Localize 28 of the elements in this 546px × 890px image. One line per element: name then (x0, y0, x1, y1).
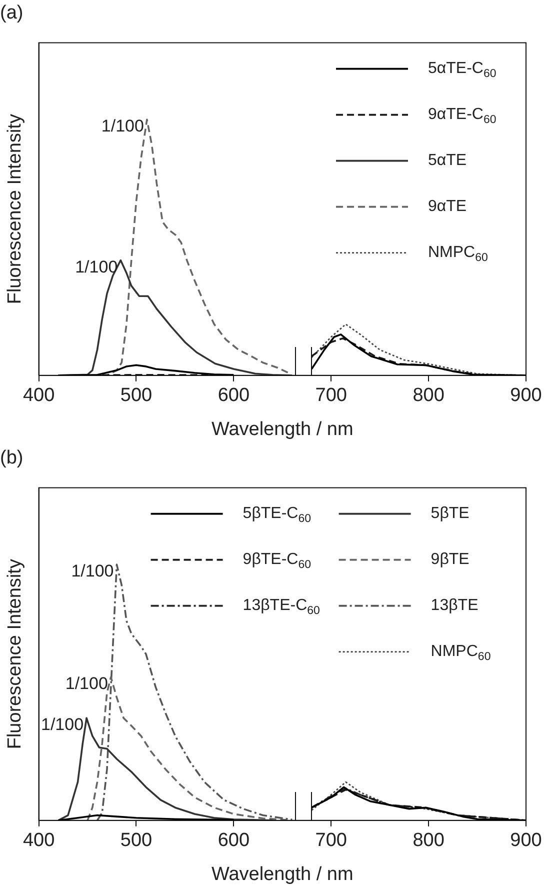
x-tick-label: 500 (120, 385, 152, 406)
x-tick-label: 400 (22, 830, 55, 852)
x-tick-label: 500 (120, 830, 152, 852)
legend-label: 5βTE (430, 505, 470, 522)
x-tick-label: 700 (315, 385, 347, 406)
x-tick-label: 800 (412, 830, 444, 852)
x-tick-label: 600 (218, 385, 250, 406)
x-tick-label: 400 (22, 385, 55, 406)
legend-label: 9αTE (428, 198, 467, 216)
legend-label: 9βTE (430, 551, 470, 568)
x-tick-label: 700 (315, 830, 347, 852)
chart-title: (a) (0, 2, 24, 24)
x-tick-label: 800 (412, 385, 444, 406)
x-tick-label: 900 (510, 830, 542, 852)
y-axis-title: Fluorescence Intensity (4, 114, 26, 304)
annotation: 1/100 (65, 674, 108, 694)
x-axis-title: Wavelength / nm (211, 418, 354, 440)
annotation: 1/100 (71, 562, 114, 581)
annotation: 1/100 (41, 715, 84, 734)
annotation: 1/100 (101, 116, 144, 136)
x-tick-label: 900 (510, 385, 542, 406)
legend-label: 5αTE (428, 152, 467, 170)
annotation: 1/100 (75, 257, 118, 276)
legend-label: 13βTE (430, 597, 478, 614)
y-axis-title: Fluorescence Intensity (4, 558, 26, 750)
chart-title: (b) (0, 448, 24, 469)
x-tick-label: 600 (218, 830, 250, 852)
x-axis-title: Wavelength / nm (211, 864, 354, 885)
